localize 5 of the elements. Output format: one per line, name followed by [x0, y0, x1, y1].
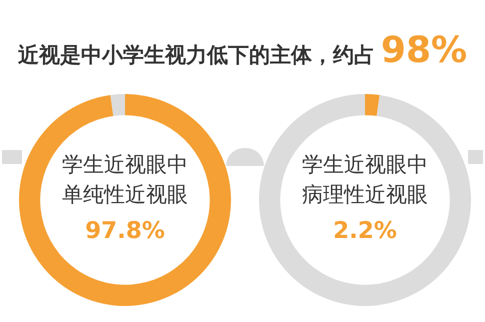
data-label: 2.2% [333, 218, 397, 244]
chart-title: 近视是中小学生视力低下的主体，约占 98% [18, 30, 468, 71]
slice-label: 学生近视眼中病理性近视眼 [302, 152, 428, 206]
data-label: 97.8% [85, 218, 165, 244]
slice-label: 学生近视眼中单纯性近视眼 [62, 152, 188, 206]
